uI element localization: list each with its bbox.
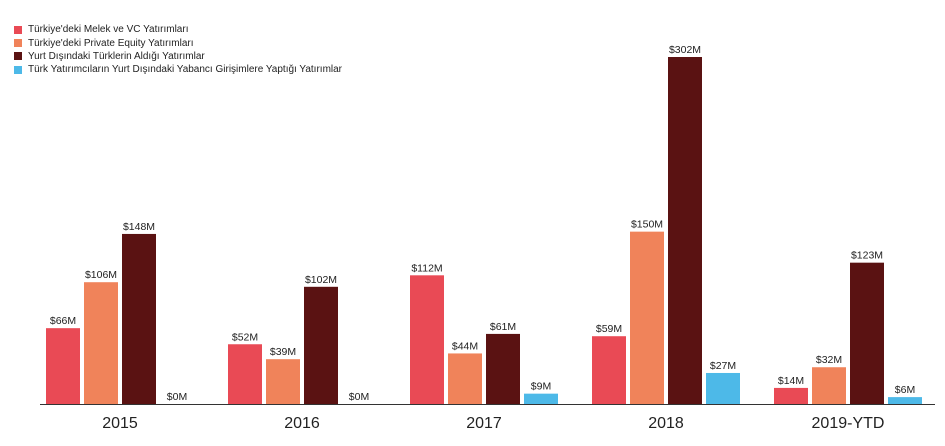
legend-label-turks-abroad: Yurt Dışındaki Türklerin Aldığı Yatırıml…: [28, 50, 205, 62]
legend-swatch-private-equity: [14, 39, 22, 48]
bar-2019-ytd-series-1: [774, 387, 808, 404]
legend-item-private-equity: Türkiye'deki Private Equity Yatırımları: [14, 36, 342, 49]
legend-item-angel-vc: Türkiye'deki Melek ve VC Yatırımları: [14, 23, 342, 36]
bar-2015-series-1: [46, 328, 80, 404]
bar-2018-series-2: [630, 231, 664, 404]
data-label-2017-series-3: $61M: [490, 321, 516, 333]
legend-label-private-equity: Türkiye'deki Private Equity Yatırımları: [28, 37, 194, 49]
data-label-2015-series-4: $0M: [167, 391, 187, 403]
bar-2015-series-2: [84, 282, 118, 404]
bar-2017-series-2: [448, 353, 482, 404]
legend: Türkiye'deki Melek ve VC Yatırımları Tür…: [14, 23, 342, 77]
data-label-2017-series-2: $44M: [452, 340, 478, 352]
bar-2018-series-4: [706, 372, 740, 404]
x-tick-label-2016: 2016: [284, 415, 320, 432]
bar-2016-series-3: [304, 286, 338, 404]
x-tick-label-2015: 2015: [102, 415, 138, 432]
legend-item-turks-abroad: Yurt Dışındaki Türklerin Aldığı Yatırıml…: [14, 50, 342, 63]
x-tick-label-2017: 2017: [466, 415, 502, 432]
bar-2016-series-1: [228, 344, 262, 404]
data-label-2018-series-1: $59M: [596, 323, 622, 335]
data-label-2015-series-1: $66M: [50, 315, 76, 327]
bar-2019-ytd-series-3: [850, 262, 884, 404]
data-label-2018-series-4: $27M: [710, 360, 736, 372]
data-label-2015-series-3: $148M: [123, 221, 155, 233]
bar-2019-ytd-series-4: [888, 397, 922, 404]
legend-swatch-turkish-investors-abroad: [14, 65, 22, 74]
bar-2018-series-1: [592, 336, 626, 404]
data-label-2016-series-1: $52M: [232, 331, 258, 343]
legend-swatch-turks-abroad: [14, 52, 22, 61]
bar-2015-series-3: [122, 233, 156, 404]
bar-2017-series-3: [486, 333, 520, 404]
data-label-2019-ytd-series-2: $32M: [816, 354, 842, 366]
bar-2018-series-3: [668, 57, 702, 404]
data-label-2019-ytd-series-3: $123M: [851, 250, 883, 262]
data-label-2016-series-3: $102M: [305, 274, 337, 286]
data-label-2018-series-2: $150M: [631, 219, 663, 231]
bar-2017-series-4: [524, 393, 558, 404]
legend-item-turkish-investors-abroad: Türk Yatırımcıların Yurt Dışındaki Yaban…: [14, 63, 342, 76]
bar-2017-series-1: [410, 275, 444, 404]
legend-label-angel-vc: Türkiye'deki Melek ve VC Yatırımları: [28, 24, 189, 36]
data-label-2018-series-3: $302M: [669, 44, 701, 56]
data-label-2017-series-4: $9M: [531, 381, 551, 393]
bar-2016-series-2: [266, 359, 300, 404]
legend-swatch-angel-vc: [14, 25, 22, 34]
legend-label-turkish-investors-abroad: Türk Yatırımcıların Yurt Dışındaki Yaban…: [28, 64, 343, 76]
x-tick-label-2018: 2018: [648, 415, 684, 432]
data-label-2019-ytd-series-4: $6M: [895, 384, 915, 396]
data-label-2017-series-1: $112M: [411, 262, 442, 274]
data-label-2015-series-2: $106M: [85, 269, 117, 281]
bar-2019-ytd-series-2: [812, 367, 846, 404]
data-label-2016-series-4: $0M: [349, 391, 369, 403]
data-label-2019-ytd-series-1: $14M: [778, 375, 804, 387]
data-label-2016-series-2: $39M: [270, 346, 296, 358]
x-tick-label-2019-ytd: 2019-YTD: [812, 415, 885, 432]
